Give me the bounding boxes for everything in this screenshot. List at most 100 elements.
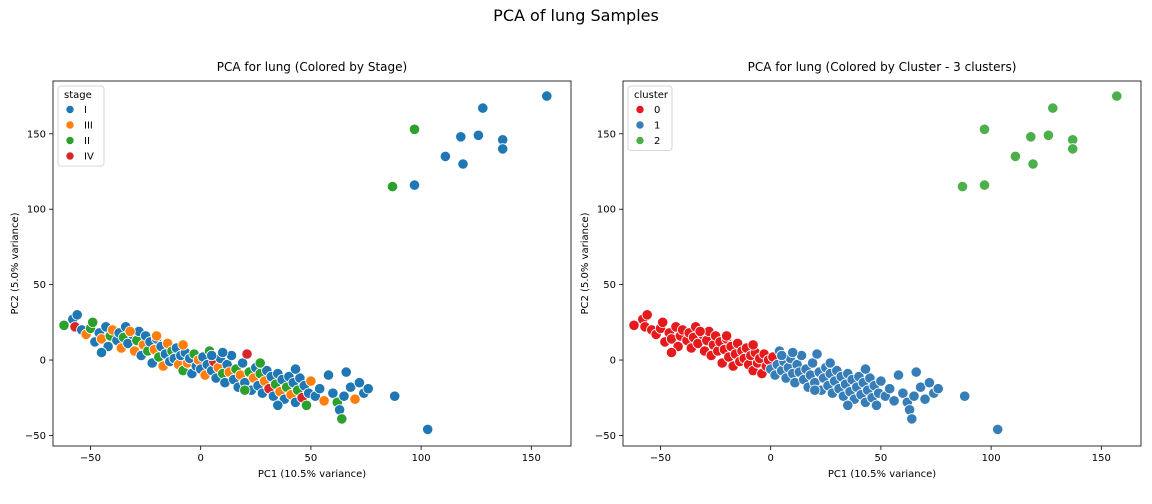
data-point (336, 413, 348, 425)
data-point (422, 423, 434, 435)
x-tick-label: 150 (522, 453, 541, 464)
data-point (338, 390, 350, 402)
data-point (914, 381, 927, 393)
data-point (657, 316, 669, 328)
x-tick-label: 0 (767, 453, 773, 464)
data-point (875, 375, 887, 387)
data-point (903, 404, 916, 416)
data-point (217, 346, 229, 359)
data-point (322, 369, 335, 381)
subplot-2: PCA for lung (Colored by Cluster - 3 clu… (580, 60, 1142, 480)
data-point (1111, 90, 1123, 102)
y-tick-label: −50 (595, 431, 616, 442)
data-point (314, 383, 326, 395)
data-point (386, 181, 399, 193)
data-point (842, 399, 854, 411)
data-point (870, 399, 883, 411)
data-point (408, 179, 421, 191)
y-tick-label: 50 (603, 280, 616, 291)
data-point (978, 179, 991, 191)
data-point (472, 129, 484, 141)
legend-marker (65, 105, 75, 114)
data-point (362, 383, 374, 395)
legend-entry-label: 2 (654, 136, 660, 147)
data-point (959, 390, 971, 402)
data-point (1009, 150, 1022, 162)
x-tick-label: 100 (412, 453, 431, 464)
x-axis-label: PC1 (10.5% variance) (258, 469, 366, 480)
data-point (318, 395, 330, 407)
data-point (305, 375, 317, 387)
y-tick-label: 100 (27, 205, 46, 216)
legend-title: stage (64, 90, 92, 101)
data-point (353, 377, 365, 389)
data-point (300, 399, 313, 411)
data-point (908, 390, 920, 402)
data-point (919, 393, 931, 405)
data-point (910, 366, 922, 378)
data-point (457, 158, 469, 170)
data-point (1027, 158, 1039, 170)
data-point (720, 330, 733, 342)
data-point (439, 150, 451, 162)
data-point (477, 102, 489, 114)
data-point (897, 387, 909, 399)
legend-entry-label: I (84, 105, 87, 116)
x-tick-label: −50 (650, 453, 671, 464)
data-point (776, 349, 788, 362)
data-point (71, 309, 83, 321)
data-point (206, 349, 218, 362)
data-point (151, 330, 163, 342)
data-point (932, 383, 944, 395)
data-point (806, 357, 819, 369)
y-tick-label: 100 (597, 205, 616, 216)
legend-marker (635, 120, 645, 130)
legend-title: cluster (634, 90, 669, 101)
x-axis-label: PC1 (10.5% variance) (828, 469, 936, 480)
data-point (333, 404, 346, 416)
data-point (641, 309, 653, 321)
x-tick-label: 0 (197, 453, 203, 464)
legend-marker (635, 105, 645, 114)
data-point (95, 346, 108, 359)
x-tick-label: −50 (80, 453, 101, 464)
data-point (747, 339, 759, 351)
y-axis-label: PC2 (5.0% variance) (10, 212, 21, 314)
legend: cluster 0 1 2 (627, 85, 673, 151)
data-point (824, 357, 836, 369)
legend-marker (65, 151, 75, 161)
data-point (340, 366, 352, 378)
y-axis-label: PC2 (5.0% variance) (580, 212, 591, 314)
figure-title: PCA of lung Samples (493, 6, 659, 25)
subplot-1: PCA for lung (Colored by Stage) −50 0 50 100… (10, 60, 572, 480)
data-point (906, 413, 918, 425)
data-point (241, 348, 253, 360)
legend-entry-label: III (84, 121, 93, 132)
data-point (923, 377, 936, 389)
subplot-title: PCA for lung (Colored by Stage) (217, 60, 407, 74)
data-point (1067, 143, 1079, 155)
data-point (272, 399, 284, 411)
legend-entry-label: 0 (654, 105, 660, 116)
data-point (694, 325, 706, 337)
legend-entry-label: 1 (654, 121, 660, 132)
legend-box (627, 85, 673, 151)
legend-marker (65, 136, 75, 145)
scatter-points (58, 90, 553, 435)
legend-marker (65, 120, 75, 130)
data-point (1047, 102, 1059, 114)
legend-entry-label: II (84, 136, 90, 147)
y-tick-label: −50 (25, 431, 46, 442)
data-point (859, 363, 872, 375)
data-point (289, 363, 302, 375)
data-point (237, 357, 249, 369)
y-tick-label: 150 (597, 129, 616, 140)
data-point (892, 369, 905, 381)
plot-frame (52, 80, 572, 447)
data-point (124, 325, 136, 337)
y-tick-label: 150 (27, 129, 46, 140)
data-point (58, 319, 70, 331)
data-point (811, 348, 823, 360)
